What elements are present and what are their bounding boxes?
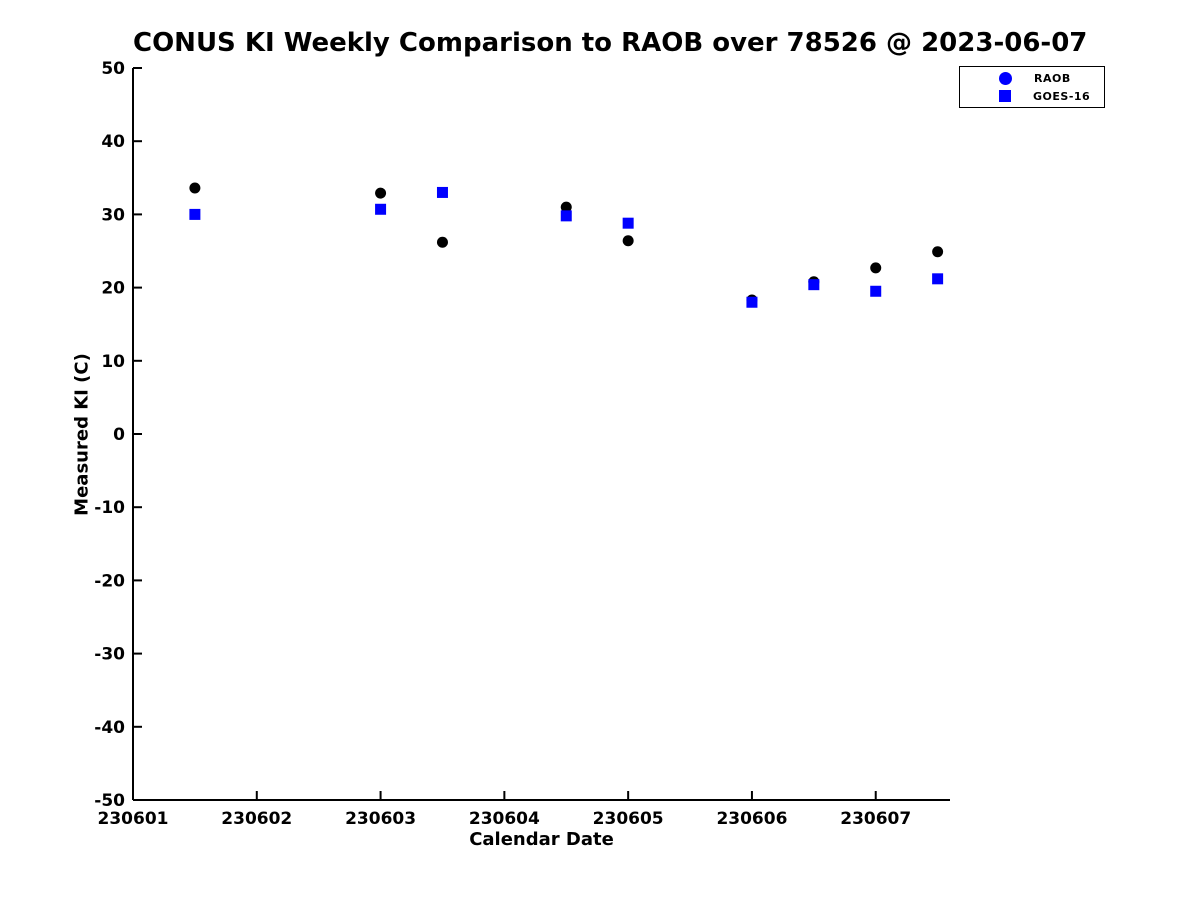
data-point-raob — [189, 182, 201, 194]
goes-16-square-marker-icon — [999, 90, 1011, 102]
y-tick-label: 40 — [101, 132, 125, 152]
chart-title: CONUS KI Weekly Comparison to RAOB over … — [133, 28, 1088, 58]
y-tick-label: -20 — [94, 571, 125, 591]
y-tick-label: -30 — [94, 645, 125, 665]
x-tick-label: 230606 — [716, 809, 787, 829]
y-tick-label: 50 — [101, 59, 125, 79]
y-tick-label: 20 — [101, 279, 125, 299]
raob-circle-marker-icon — [999, 71, 1012, 85]
data-point-raob — [870, 262, 882, 274]
data-point-raob — [560, 201, 572, 213]
x-tick-label: 230603 — [345, 809, 416, 829]
data-point-raob — [932, 246, 944, 258]
x-tick-label: 230605 — [593, 809, 664, 829]
data-point-goes-16 — [870, 285, 882, 297]
legend: RAOB GOES-16 — [959, 66, 1105, 108]
legend-label-goes-16: GOES-16 — [1033, 89, 1091, 103]
data-point-goes-16 — [436, 186, 448, 198]
data-point-goes-16 — [808, 279, 820, 291]
data-point-goes-16 — [622, 217, 634, 229]
y-tick-label: -40 — [94, 718, 125, 738]
legend-item-raob: RAOB — [960, 70, 1104, 86]
x-tick-label: 230607 — [840, 809, 911, 829]
data-point-goes-16 — [932, 273, 944, 285]
data-point-raob — [375, 187, 387, 199]
legend-item-goes-16: GOES-16 — [960, 88, 1104, 104]
y-tick-label: -50 — [94, 791, 125, 811]
x-axis-label: Calendar Date — [469, 829, 614, 850]
data-point-goes-16 — [560, 210, 572, 222]
data-point-raob — [436, 236, 448, 248]
y-tick-label: 10 — [101, 352, 125, 372]
data-point-raob — [622, 235, 634, 247]
x-tick-label: 230602 — [221, 809, 292, 829]
data-point-goes-16 — [375, 203, 387, 215]
x-tick-label: 230604 — [469, 809, 540, 829]
y-tick-label: -10 — [94, 498, 125, 518]
data-point-goes-16 — [189, 208, 201, 220]
x-tick-label: 230601 — [98, 809, 169, 829]
y-tick-label: 0 — [113, 425, 125, 445]
legend-label-raob: RAOB — [1034, 71, 1071, 85]
y-tick-label: 30 — [101, 205, 125, 225]
data-point-goes-16 — [746, 296, 758, 308]
y-axis-label: Measured KI (C) — [71, 353, 93, 516]
